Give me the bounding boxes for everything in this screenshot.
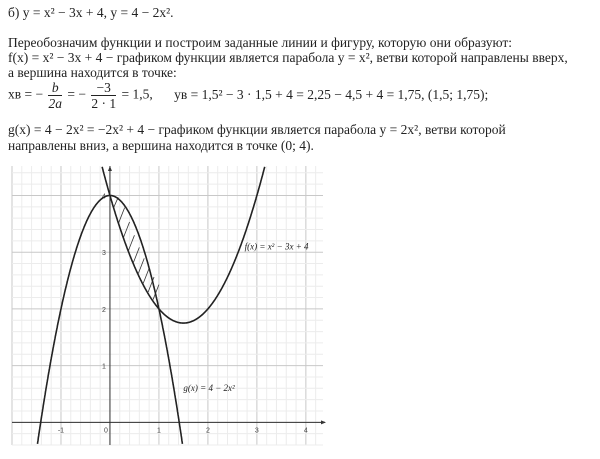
f-description-2: а вершина находится в точке: <box>8 65 177 80</box>
fraction-b-2a: b 2a <box>48 80 62 111</box>
x-tick-label: -1 <box>58 427 64 434</box>
x-tick-label: 1 <box>157 427 161 434</box>
fraction-values: −3 2 · 1 <box>91 80 117 111</box>
x-tick-label: 4 <box>304 427 308 434</box>
denominator: 2 · 1 <box>91 96 117 111</box>
g-description: g(x) = 4 − 2x² = −2x² + 4 − графиком фун… <box>8 122 506 137</box>
vertex-calculation: xв = − b 2a = − −3 2 · 1 = 1,5, yв = 1,5² … <box>8 80 488 111</box>
equals-minus: = − <box>67 86 86 102</box>
x-tick-label: 3 <box>255 427 259 434</box>
g-curve <box>36 194 184 444</box>
y-axis-arrow-icon <box>107 166 112 171</box>
hatch-line <box>147 276 155 293</box>
hatch-line <box>118 207 126 223</box>
intro-text: Переобозначим функции и построим заданны… <box>8 35 513 50</box>
hatch-line <box>137 258 145 274</box>
f-curve <box>101 166 266 324</box>
f-description: f(x) = x² − 3x + 4 − графиком функции яв… <box>8 50 568 65</box>
x-tick-label: 2 <box>206 427 210 434</box>
y-tick-label: 1 <box>102 364 106 371</box>
xv-label: xв = − <box>8 86 44 102</box>
numerator: b <box>48 80 62 96</box>
y-tick-label: 2 <box>102 307 106 314</box>
y-tick-label: 3 <box>102 250 106 257</box>
hatch-line <box>133 247 140 263</box>
g-label: g(x) = 4 − 2x² <box>183 383 235 393</box>
task-statement: б) y = x² − 3x + 4, y = 4 − 2x². <box>8 5 174 20</box>
yv-calculation: yв = 1,5² − 3 · 1,5 + 4 = 2,25 − 4,5 + 4… <box>174 86 489 102</box>
g-description-2: направлены вниз, а вершина находится в т… <box>8 138 314 153</box>
denominator: 2a <box>48 96 62 111</box>
hatch-line <box>123 221 130 238</box>
hatch-line <box>128 235 135 251</box>
numerator: −3 <box>91 80 117 96</box>
x-tick-label: 0 <box>104 427 108 434</box>
f-label: f(x) = x² − 3x + 4 <box>245 241 309 251</box>
hatch-line <box>142 268 150 284</box>
xv-result: = 1,5, <box>121 86 153 102</box>
x-axis-arrow-icon <box>321 420 326 425</box>
